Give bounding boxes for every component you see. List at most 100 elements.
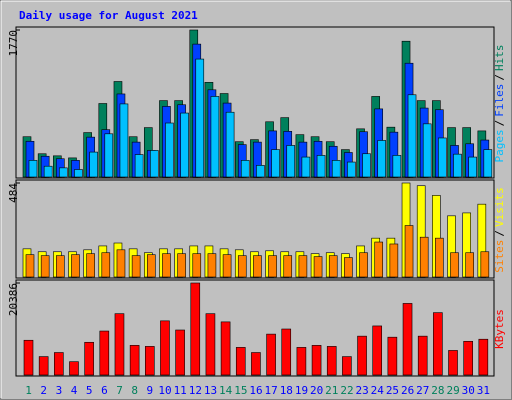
bar: [301, 156, 311, 178]
bar: [177, 253, 186, 278]
x-tick-label: 16: [249, 384, 262, 397]
bar: [417, 335, 428, 376]
bar: [328, 255, 338, 278]
bar: [251, 352, 261, 376]
bar: [235, 347, 246, 376]
bar: [387, 336, 398, 376]
x-tick-label: 23: [356, 384, 369, 397]
x-tick-label: 26: [401, 384, 414, 397]
bar: [311, 345, 322, 376]
bar: [344, 257, 353, 278]
bar: [253, 255, 262, 278]
bar: [433, 312, 443, 376]
bar: [256, 165, 265, 178]
bar: [207, 253, 217, 278]
x-tick-label: 27: [416, 384, 429, 397]
legend-entry: Files: [493, 84, 506, 117]
bar: [298, 255, 308, 278]
bar: [84, 341, 94, 376]
bar: [463, 340, 473, 376]
x-tick-label: 17: [265, 384, 278, 397]
bar: [114, 313, 125, 376]
bar: [38, 356, 49, 376]
bar: [357, 335, 367, 376]
bar: [237, 255, 247, 278]
x-tick-label: 15: [234, 384, 247, 397]
bar: [281, 328, 292, 376]
x-tick-label: 25: [386, 384, 399, 397]
bar: [404, 225, 414, 278]
bar: [296, 347, 307, 376]
bar: [435, 237, 444, 278]
bar: [99, 330, 110, 376]
bar: [286, 145, 296, 178]
bar: [448, 350, 458, 376]
x-tick-label: 18: [280, 384, 293, 397]
x-tick-label: 8: [131, 384, 138, 397]
bar: [359, 252, 368, 278]
y-tick-label: 20386: [7, 283, 20, 316]
x-tick-label: 1: [25, 384, 32, 397]
x-tick-label: 28: [431, 384, 444, 397]
bar: [59, 167, 68, 178]
bar: [25, 254, 35, 278]
bar: [89, 151, 98, 178]
bar: [225, 111, 235, 178]
bar: [342, 356, 352, 376]
bar: [149, 150, 159, 178]
bar: [28, 160, 38, 178]
bar: [86, 253, 95, 278]
legend: KBytes: [493, 309, 506, 349]
bar: [331, 160, 341, 178]
x-tick-label: 11: [174, 384, 187, 397]
bar: [129, 345, 140, 376]
x-tick-label: 14: [219, 384, 233, 397]
bar: [483, 149, 493, 178]
bar: [422, 123, 432, 178]
legend-separator: /: [493, 120, 506, 127]
x-tick-label: 12: [189, 384, 202, 397]
x-tick-label: 9: [147, 384, 154, 397]
legend-entry: Visits: [493, 187, 506, 227]
legend-separator: /: [493, 74, 506, 81]
x-tick-label: 30: [462, 384, 475, 397]
x-tick-label: 3: [56, 384, 63, 397]
bar: [374, 241, 384, 278]
x-tick-label: 4: [71, 384, 78, 397]
bar: [283, 255, 293, 278]
bar: [165, 122, 174, 178]
bar: [389, 243, 399, 278]
bar: [69, 361, 79, 376]
legend-entry: Hits: [493, 45, 506, 72]
bar: [74, 169, 83, 178]
bar: [134, 154, 144, 178]
bar: [160, 320, 170, 376]
bar: [362, 153, 371, 178]
bar: [313, 256, 323, 278]
legend-entry: Pages: [493, 129, 506, 162]
x-tick-label: 31: [477, 384, 490, 397]
legend-separator: /: [493, 230, 506, 237]
bar: [316, 155, 326, 178]
x-tick-label: 20: [310, 384, 323, 397]
bar: [220, 321, 231, 376]
bar: [104, 133, 114, 178]
bar: [347, 161, 356, 178]
bar: [326, 346, 337, 376]
x-tick-label: 7: [116, 384, 123, 397]
bar: [453, 153, 462, 178]
bar: [56, 255, 65, 278]
bar: [144, 346, 155, 376]
x-tick-label: 21: [325, 384, 338, 397]
bar: [54, 352, 64, 376]
bar: [71, 254, 80, 278]
bar: [162, 253, 171, 278]
bar: [407, 94, 417, 178]
bar: [101, 252, 111, 278]
x-tick-label: 29: [446, 384, 459, 397]
bar: [210, 96, 220, 178]
bar: [205, 313, 216, 376]
bar: [465, 252, 474, 278]
